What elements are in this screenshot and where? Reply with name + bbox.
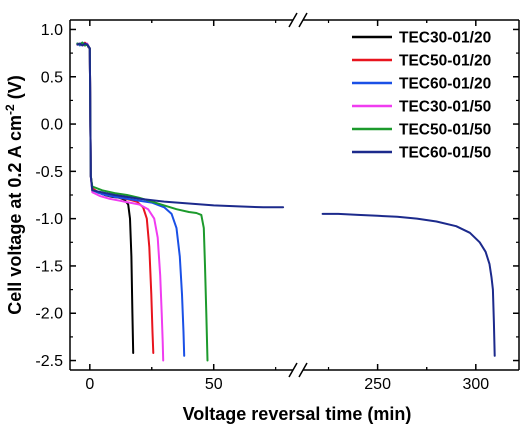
axis-break-mark: [288, 12, 298, 28]
x-tick-label: 250: [364, 376, 391, 393]
legend: TEC30-01/20 TEC50-01/20 TEC60-01/20 TEC30-0…: [352, 30, 491, 162]
axis-break-mark: [298, 362, 308, 378]
y-tick-label: 1.0: [41, 22, 63, 39]
axis-break-mark: [288, 362, 298, 378]
y-axis-title-main: Cell voltage at 0.2 A cm: [5, 115, 25, 315]
legend-label: TEC60-01/20: [399, 76, 491, 93]
series-lines: [76, 41, 496, 362]
legend-label: TEC30-01/50: [399, 99, 491, 116]
x-axis-ticks: 0 50 250 300: [85, 20, 489, 393]
y-axis-ticks: 1.0 0.5 0.0 -0.5 -1.0 -1.5 -2.0 -2.5: [35, 22, 519, 370]
legend-label: TEC60-01/50: [399, 145, 491, 162]
series-line-2: [76, 41, 186, 357]
x-tick-label: 50: [205, 376, 223, 393]
y-tick-label: -2.5: [35, 353, 63, 370]
x-tick-label: 300: [462, 376, 489, 393]
y-tick-label: 0.0: [41, 117, 63, 134]
y-axis-title-unit: (V): [5, 75, 25, 104]
series-line-5: [76, 42, 496, 357]
y-tick-label: -1.0: [35, 211, 63, 228]
y-tick-label: -1.5: [35, 258, 63, 275]
y-axis-title: Cell voltage at 0.2 A cm-2 (V): [3, 75, 25, 314]
x-tick-label: 0: [85, 376, 94, 393]
legend-label: TEC50-01/20: [399, 53, 491, 70]
plot-frame: [69, 12, 520, 378]
y-axis-title-exponent: -2: [3, 104, 17, 115]
axis-break-mark: [298, 12, 308, 28]
x-axis-title: Voltage reversal time (min): [183, 404, 412, 424]
y-tick-label: -0.5: [35, 164, 63, 181]
legend-label: TEC30-01/20: [399, 30, 491, 47]
legend-label: TEC50-01/50: [399, 122, 491, 139]
y-tick-label: 0.5: [41, 69, 63, 86]
y-tick-label: -2.0: [35, 306, 63, 323]
